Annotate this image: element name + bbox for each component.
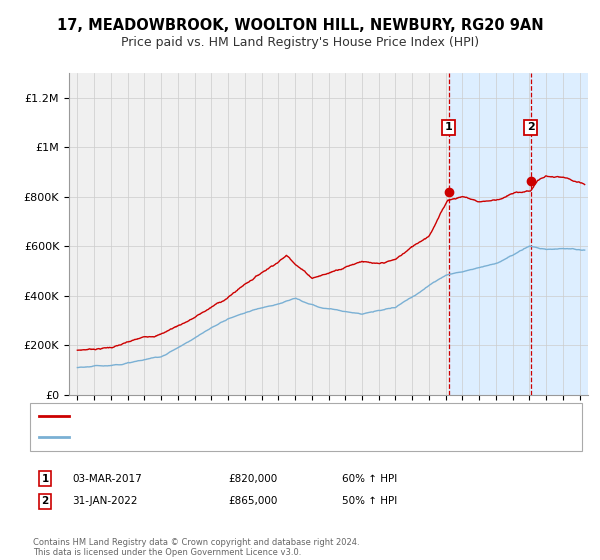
Text: 2: 2 bbox=[41, 496, 49, 506]
Text: 50% ↑ HPI: 50% ↑ HPI bbox=[342, 496, 397, 506]
Text: 17, MEADOWBROOK, WOOLTON HILL, NEWBURY, RG20 9AN (detached house): 17, MEADOWBROOK, WOOLTON HILL, NEWBURY, … bbox=[75, 410, 463, 421]
Text: 31-JAN-2022: 31-JAN-2022 bbox=[72, 496, 137, 506]
Text: 2: 2 bbox=[527, 122, 535, 132]
Bar bbox=[449, 73, 588, 395]
Text: £865,000: £865,000 bbox=[228, 496, 277, 506]
Text: 03-MAR-2017: 03-MAR-2017 bbox=[72, 474, 142, 484]
Text: 1: 1 bbox=[445, 122, 452, 132]
Text: £820,000: £820,000 bbox=[228, 474, 277, 484]
Text: 1: 1 bbox=[41, 474, 49, 484]
Text: Price paid vs. HM Land Registry's House Price Index (HPI): Price paid vs. HM Land Registry's House … bbox=[121, 36, 479, 49]
Text: Contains HM Land Registry data © Crown copyright and database right 2024.
This d: Contains HM Land Registry data © Crown c… bbox=[33, 538, 359, 557]
Text: HPI: Average price, detached house, Basingstoke and Deane: HPI: Average price, detached house, Basi… bbox=[75, 432, 377, 442]
Text: 17, MEADOWBROOK, WOOLTON HILL, NEWBURY, RG20 9AN: 17, MEADOWBROOK, WOOLTON HILL, NEWBURY, … bbox=[56, 18, 544, 33]
Text: 60% ↑ HPI: 60% ↑ HPI bbox=[342, 474, 397, 484]
